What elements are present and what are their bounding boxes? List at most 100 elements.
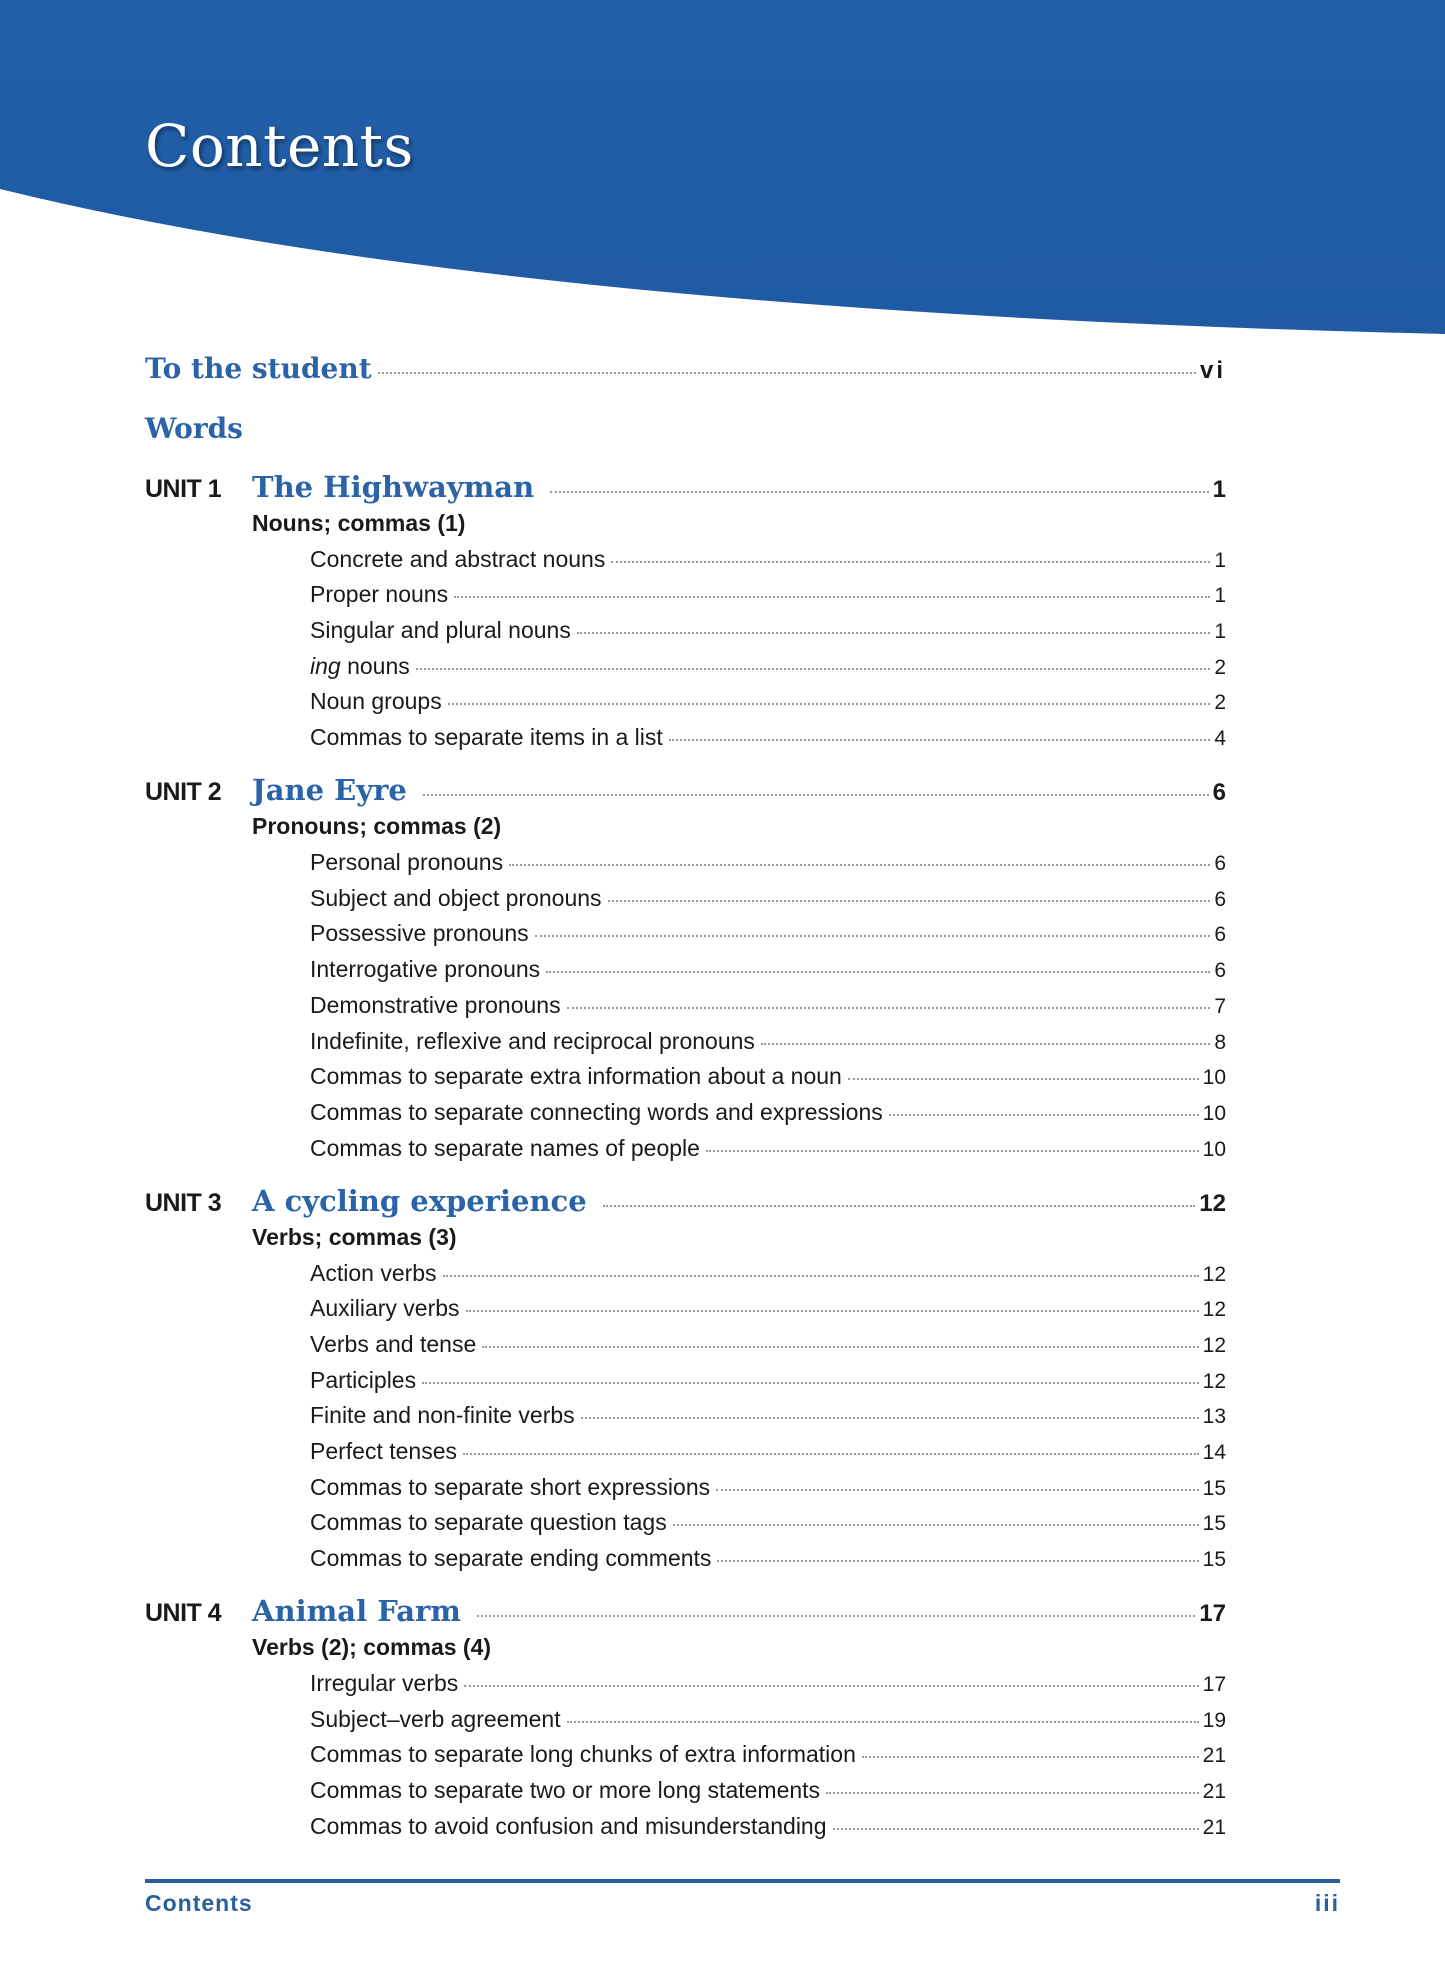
unit-label: UNIT 2 — [145, 778, 222, 807]
toc-item[interactable]: Participles 12 — [145, 1363, 1226, 1399]
toc-item[interactable]: Subject and object pronouns 6 — [145, 881, 1226, 917]
toc-item[interactable]: Verbs and tense 12 — [145, 1327, 1226, 1363]
dot-leader — [832, 1827, 1199, 1830]
toc-item[interactable]: Personal pronouns 6 — [145, 845, 1226, 881]
page-number: 15 — [1202, 1512, 1226, 1536]
page-number: 12 — [1202, 1298, 1226, 1322]
toc-item[interactable]: Commas to separate two or more long stat… — [145, 1773, 1226, 1809]
toc-item[interactable]: Demonstrative pronouns 7 — [145, 988, 1226, 1024]
toc-item[interactable]: Commas to separate ending comments 15 — [145, 1541, 1226, 1577]
dot-leader — [602, 1204, 1196, 1207]
item-label: ing nouns — [310, 649, 410, 685]
item-label: Possessive pronouns — [310, 920, 529, 947]
page-number: 14 — [1202, 1441, 1226, 1464]
item-label: Singular and plural nouns — [310, 617, 571, 644]
page-number: 6 — [1212, 779, 1226, 807]
unit-block: UNIT 1 The Highwayman 1 Nouns; commas (1) Co… — [145, 468, 1226, 756]
page-number: 6 — [1214, 852, 1226, 876]
toc-item[interactable]: Perfect tenses 14 — [145, 1434, 1226, 1470]
item-label: Commas to separate items in a list — [310, 724, 663, 751]
dot-leader — [534, 935, 1211, 938]
entry-label: To the student — [145, 352, 372, 385]
dot-leader — [546, 971, 1211, 974]
unit-heading-row[interactable]: UNIT 3 A cycling experience 12 — [145, 1182, 1226, 1220]
item-label: Participles — [310, 1366, 417, 1393]
unit-subtitle: Verbs; commas (3) — [252, 1223, 457, 1250]
unit-heading-row[interactable]: UNIT 1 The Highwayman 1 — [145, 468, 1226, 506]
toc-item[interactable]: Commas to separate question tags 15 — [145, 1505, 1226, 1541]
toc-item[interactable]: ing nouns 2 — [145, 649, 1226, 685]
unit-list: UNIT 1 The Highwayman 1 Nouns; commas (1) Co… — [145, 468, 1226, 1844]
item-label: Commas to separate short expressions — [310, 1473, 711, 1500]
toc-item[interactable]: Commas to separate long chunks of extra … — [145, 1737, 1226, 1773]
page-number: 12 — [1202, 1369, 1226, 1393]
page-title: Contents — [145, 112, 414, 180]
dot-leader — [566, 1720, 1199, 1723]
page-number: 15 — [1202, 1548, 1226, 1572]
page-number: 17 — [1199, 1600, 1226, 1628]
unit-subtitle: Pronouns; commas (2) — [252, 813, 502, 840]
toc-item[interactable]: Indefinite, reflexive and reciprocal pro… — [145, 1024, 1226, 1060]
unit-heading-row[interactable]: UNIT 2 Jane Eyre 6 — [145, 771, 1226, 809]
unit-title: Jane Eyre — [252, 773, 407, 808]
dot-leader — [454, 596, 1211, 599]
page-number: 1 — [1212, 476, 1226, 503]
toc-item[interactable]: Auxiliary verbs 12 — [145, 1291, 1226, 1327]
section-heading: Words — [145, 412, 243, 445]
unit-block: UNIT 2 Jane Eyre 6 Pronouns; commas (2) Pers… — [145, 771, 1226, 1166]
page-number: 21 — [1202, 1780, 1226, 1804]
item-label: Commas to separate two or more long stat… — [310, 1777, 821, 1804]
dot-leader — [580, 1417, 1199, 1420]
toc-item[interactable]: Irregular verbs 17 — [145, 1666, 1226, 1702]
item-label: Commas to separate names of people — [310, 1134, 700, 1161]
toc-item[interactable]: Commas to separate names of people 10 — [145, 1131, 1226, 1167]
dot-leader — [422, 1381, 1199, 1384]
toc-item[interactable]: Interrogative pronouns 6 — [145, 952, 1226, 988]
unit-heading-row[interactable]: UNIT 4 Animal Farm 17 — [145, 1592, 1226, 1630]
dot-leader — [422, 794, 1209, 797]
page-number: 4 — [1214, 727, 1226, 751]
page-number: vi — [1199, 357, 1226, 384]
toc-item[interactable]: Finite and non-finite verbs 13 — [145, 1398, 1226, 1434]
toc-item[interactable]: Action verbs 12 — [145, 1256, 1226, 1292]
dot-leader — [509, 864, 1211, 867]
page-number: 13 — [1202, 1405, 1226, 1429]
item-label: Subject–verb agreement — [310, 1705, 561, 1732]
unit-block: UNIT 4 Animal Farm 17 Verbs (2); commas (4)… — [145, 1592, 1226, 1844]
page-number: 6 — [1214, 923, 1226, 947]
item-label: Concrete and abstract nouns — [310, 545, 606, 572]
item-label: Commas to avoid confusion and misunderst… — [310, 1812, 827, 1839]
toc-item[interactable]: Singular and plural nouns 1 — [145, 613, 1226, 649]
dot-leader — [463, 1453, 1199, 1455]
toc-item[interactable]: Subject–verb agreement 19 — [145, 1702, 1226, 1738]
toc-item[interactable]: Commas to avoid confusion and misunderst… — [145, 1809, 1226, 1845]
page-number: 6 — [1214, 959, 1226, 983]
toc-item[interactable]: Possessive pronouns 6 — [145, 916, 1226, 952]
item-label: Auxiliary verbs — [310, 1295, 460, 1322]
toc-item[interactable]: Commas to separate connecting words and … — [145, 1095, 1226, 1131]
page-number: 10 — [1202, 1066, 1226, 1090]
item-label: Irregular verbs — [310, 1670, 459, 1697]
toc-item[interactable]: Commas to separate extra information abo… — [145, 1059, 1226, 1095]
item-label: Proper nouns — [310, 581, 449, 608]
dot-leader — [576, 632, 1211, 635]
dot-leader — [566, 1006, 1211, 1009]
unit-block: UNIT 3 A cycling experience 12 Verbs; comma… — [145, 1182, 1226, 1577]
page-number: 15 — [1202, 1476, 1226, 1500]
dot-leader — [888, 1113, 1199, 1116]
toc-item[interactable]: Concrete and abstract nouns 1 — [145, 542, 1226, 578]
toc-item[interactable]: Commas to separate short expressions 15 — [145, 1470, 1226, 1506]
item-label: Finite and non-finite verbs — [310, 1402, 575, 1429]
dot-leader — [672, 1524, 1199, 1527]
dot-leader — [465, 1310, 1199, 1313]
page-number: 21 — [1202, 1815, 1226, 1839]
item-label: Interrogative pronouns — [310, 956, 541, 983]
unit-subtitle: Nouns; commas (1) — [252, 510, 466, 536]
toc-item[interactable]: Commas to separate items in a list 4 — [145, 720, 1226, 756]
toc-item[interactable]: Noun groups 2 — [145, 684, 1226, 720]
dot-leader — [550, 491, 1209, 493]
toc-item[interactable]: Proper nouns 1 — [145, 577, 1226, 613]
toc-entry-to-the-student[interactable]: To the student vi — [145, 352, 1226, 385]
unit-title: A cycling experience — [252, 1183, 587, 1218]
item-label-italic: ing — [310, 652, 341, 679]
